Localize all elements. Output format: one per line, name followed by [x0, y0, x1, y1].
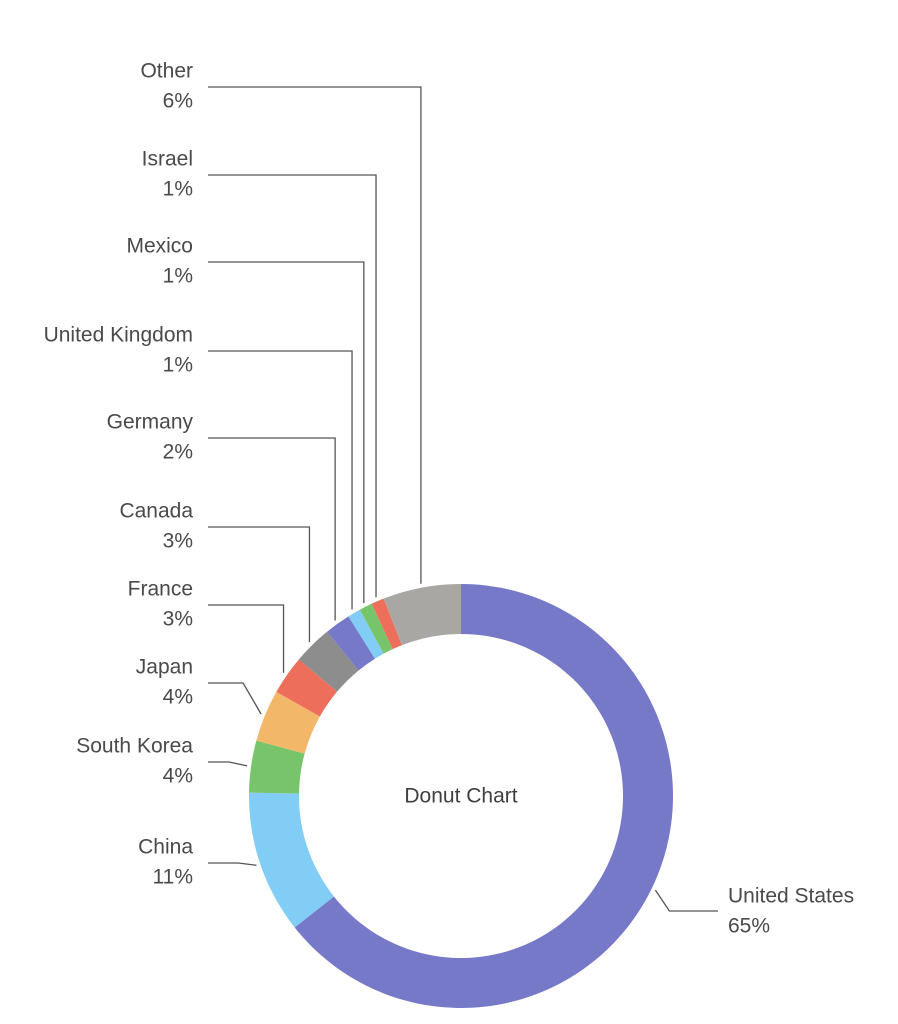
value-label-united-kingdom: 1%: [163, 354, 193, 377]
value-label-france: 3%: [163, 608, 193, 631]
value-label-germany: 2%: [163, 441, 193, 464]
value-label-china: 11%: [153, 866, 193, 889]
chart-title: Donut Chart: [404, 785, 517, 808]
slice-germany: [326, 616, 375, 671]
label-canada: Canada: [119, 500, 193, 523]
slice-china: [248, 792, 334, 928]
label-mexico: Mexico: [126, 235, 193, 258]
slice-israel: [371, 598, 402, 650]
value-label-mexico: 1%: [163, 265, 193, 288]
value-label-canada: 3%: [163, 530, 193, 553]
value-label-japan: 4%: [163, 686, 193, 709]
leader-canada: [208, 526, 311, 643]
leader-south-korea: [208, 761, 248, 767]
value-label-other: 6%: [163, 90, 193, 113]
leader-japan: [208, 682, 262, 715]
label-other: Other: [140, 60, 193, 83]
leader-mexico: [208, 261, 365, 604]
label-germany: Germany: [107, 411, 194, 434]
slice-labels: United States 65% China 11% South Korea 4% Jap…: [44, 60, 855, 938]
label-united-states: United States: [728, 885, 854, 908]
value-label-israel: 1%: [163, 178, 193, 201]
label-china: China: [138, 836, 193, 859]
slice-united-kingdom: [348, 609, 384, 659]
label-israel: Israel: [142, 148, 193, 171]
leader-united-states: [654, 889, 718, 912]
leader-china: [208, 862, 257, 866]
value-label-united-states: 65%: [728, 915, 770, 938]
slice-japan: [256, 691, 320, 754]
slice-france: [276, 659, 338, 717]
leader-other: [208, 86, 422, 584]
label-japan: Japan: [136, 656, 193, 679]
label-france: France: [128, 578, 193, 601]
slice-south-korea: [249, 740, 305, 794]
leader-israel: [208, 174, 377, 598]
label-south-korea: South Korea: [76, 735, 193, 758]
slice-canada: [298, 631, 359, 692]
slice-mexico: [359, 603, 393, 654]
label-united-kingdom: United Kingdom: [44, 324, 193, 347]
leader-germany: [208, 437, 336, 621]
donut-slices: [248, 584, 673, 1008]
value-label-south-korea: 4%: [163, 765, 193, 788]
slice-other: [383, 584, 461, 646]
leader-france: [208, 604, 285, 673]
leader-lines: [208, 86, 718, 912]
leader-united-kingdom: [208, 350, 353, 610]
